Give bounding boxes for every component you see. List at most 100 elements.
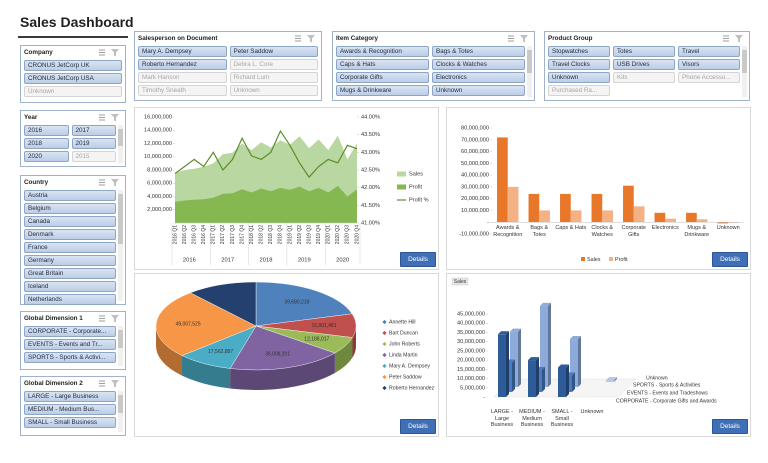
slicer-title: Year (24, 114, 38, 121)
legend-label: John Roberts (389, 341, 420, 347)
slicer-item[interactable]: Visors (678, 59, 740, 70)
slicer-item[interactable]: France (24, 242, 116, 253)
details-button[interactable]: Details (400, 419, 436, 434)
bar-side (566, 364, 569, 397)
slicer-item[interactable]: LARGE - Large Business (24, 391, 116, 402)
x-tick-label: SMALL - Small Business (550, 409, 574, 428)
bar (539, 210, 550, 223)
pie-slice (155, 292, 257, 356)
slicer: Year 2016 2017 2018 2019 2020 2015 (20, 110, 126, 167)
slicer-title: Country (24, 179, 49, 186)
depth-label: EVENTS - Events and Tradeshows (627, 390, 708, 396)
slicer-item[interactable]: 2020 (24, 151, 69, 162)
bar (717, 222, 729, 224)
slicer-item[interactable]: 2015 (71, 151, 116, 162)
slicer-item[interactable]: Phone Accesso... (678, 72, 740, 83)
slicer-item[interactable]: Mary A. Dempsey (138, 46, 227, 57)
slicer-item[interactable]: SPORTS - Sports & Activi... (24, 352, 116, 363)
scroll-thumb (118, 395, 123, 414)
slicer-icons (99, 380, 119, 388)
slicer-item[interactable]: Denmark (24, 229, 116, 240)
slicer-item[interactable]: Netherlands (24, 294, 116, 305)
slicer-item[interactable]: Roberto Hernandez (138, 59, 227, 70)
slicer-title: Item Category (336, 35, 378, 42)
slicer-item[interactable]: 2018 (24, 138, 69, 149)
y2-tick-label: 41.50% (361, 203, 380, 209)
x-tick-label: 2017 Q1 (211, 225, 217, 244)
slicer-item[interactable]: Unknown (24, 86, 122, 97)
details-button[interactable]: Details (400, 252, 436, 267)
details-button[interactable]: Details (712, 419, 748, 434)
slicer-item[interactable]: EVENTS - Events and Tr... (24, 339, 116, 350)
y-tick-label: 60,000,000 (461, 149, 489, 155)
slicer-item[interactable]: 2017 (71, 125, 116, 136)
slicer-item[interactable]: Travel Clocks (548, 59, 610, 70)
chart: -10,000,000-10,000,00020,000,00030,000,0… (459, 125, 744, 263)
group-label: 2018 (260, 258, 273, 264)
slicer-item[interactable]: Kits (613, 72, 675, 83)
slicer-item[interactable]: Timothy Sneath (138, 85, 227, 96)
slicer-item[interactable]: CORPORATE - Corporate... (24, 326, 116, 337)
bar (498, 334, 506, 397)
slicer-item[interactable]: Canada (24, 216, 116, 227)
slicer-items: CRONUS JetCorp UK CRONUS JetCorp USA Unkno… (24, 60, 122, 97)
y-tick-label: 45,000,000 (457, 311, 485, 317)
details-button[interactable]: Details (712, 252, 748, 267)
slicer-item[interactable]: Mark Hanson (138, 72, 227, 83)
slicer-item[interactable]: Mugs & Drinkware (336, 85, 429, 96)
slicer-item[interactable]: Stopwatches (548, 46, 610, 57)
slicer-item[interactable]: Great Britain (24, 268, 116, 279)
slicer-item[interactable]: MEDIUM - Medium Bus... (24, 404, 116, 415)
y-tick-label: 12,000,000 (144, 141, 172, 147)
bar-side (518, 328, 521, 387)
slicer-item[interactable]: Bags & Totes (432, 46, 525, 57)
slicer-item[interactable]: USB Drives (613, 59, 675, 70)
slicer-icons (99, 49, 119, 57)
slicer-item[interactable]: 2019 (71, 138, 116, 149)
group-label: 2016 (183, 258, 196, 264)
slicer: Company CRONUS JetCorp UK CRONUS JetCorp U… (20, 45, 126, 103)
clear-filter-icon (307, 35, 315, 43)
clear-filter-icon (111, 49, 119, 57)
slicer-item[interactable]: Purchased Ra... (548, 85, 610, 96)
slicer-item[interactable]: Travel (678, 46, 740, 57)
slicer-item[interactable]: Unknown (229, 85, 318, 96)
legend-label: Profit (615, 257, 628, 263)
slicer-item[interactable]: Totes (613, 46, 675, 57)
slicer-item[interactable]: Awards & Recognition (336, 46, 429, 57)
y-tick-label: 6,000,000 (147, 181, 172, 187)
slicer-item[interactable]: Caps & Hats (336, 59, 429, 70)
x-tick-label: Unknown (716, 225, 740, 232)
slicer-items: Mary A. Dempsey Peter Saddow Roberto Herna… (138, 46, 318, 96)
slicer-item[interactable]: Austria (24, 190, 116, 201)
slicer-item[interactable]: Electronics (432, 72, 525, 83)
chart: 2,000,000 4,000,000 6,000,000 8,000,000 10,0… (144, 114, 429, 265)
x-tick-label: 2016 Q4 (201, 225, 207, 244)
slicer-item[interactable]: Belgium (24, 203, 116, 214)
slicer-item[interactable]: Iceland (24, 281, 116, 292)
slicer-item[interactable]: Unknown (548, 72, 610, 83)
slicer-item[interactable]: Germany (24, 255, 116, 266)
slicer-item[interactable]: Peter Saddow (229, 46, 318, 57)
data-label: 36,008,201 (265, 352, 290, 358)
x-tick-label: MEDIUM - Medium Business (519, 409, 545, 428)
legend-swatch (581, 257, 585, 261)
slicer-item[interactable]: CRONUS JetCorp USA (24, 73, 122, 84)
slicer-item[interactable]: 2016 (24, 125, 69, 136)
legend-label: Sales (587, 257, 601, 263)
legend-label: Peter Saddow (389, 374, 422, 380)
bar-top (498, 331, 509, 335)
slicer-item[interactable]: Corporate Gifts (336, 72, 429, 83)
slicer-item[interactable]: SMALL - Small Business (24, 417, 116, 428)
slicer-item[interactable]: Clocks & Watches (432, 59, 525, 70)
legend-swatch (382, 319, 387, 325)
slicer-item[interactable]: Debra L. Core (229, 59, 318, 70)
slicer-item[interactable]: Richard Lum (229, 72, 318, 83)
slicer-item[interactable]: CRONUS JetCorp UK (24, 60, 122, 71)
x-tick-label: Corporate Gifts (621, 225, 646, 238)
multi-select-icon (99, 179, 105, 186)
slicer-item[interactable]: Unknown (432, 85, 525, 96)
bar-side (542, 366, 545, 392)
bar (570, 339, 578, 387)
bar-side (536, 357, 539, 397)
